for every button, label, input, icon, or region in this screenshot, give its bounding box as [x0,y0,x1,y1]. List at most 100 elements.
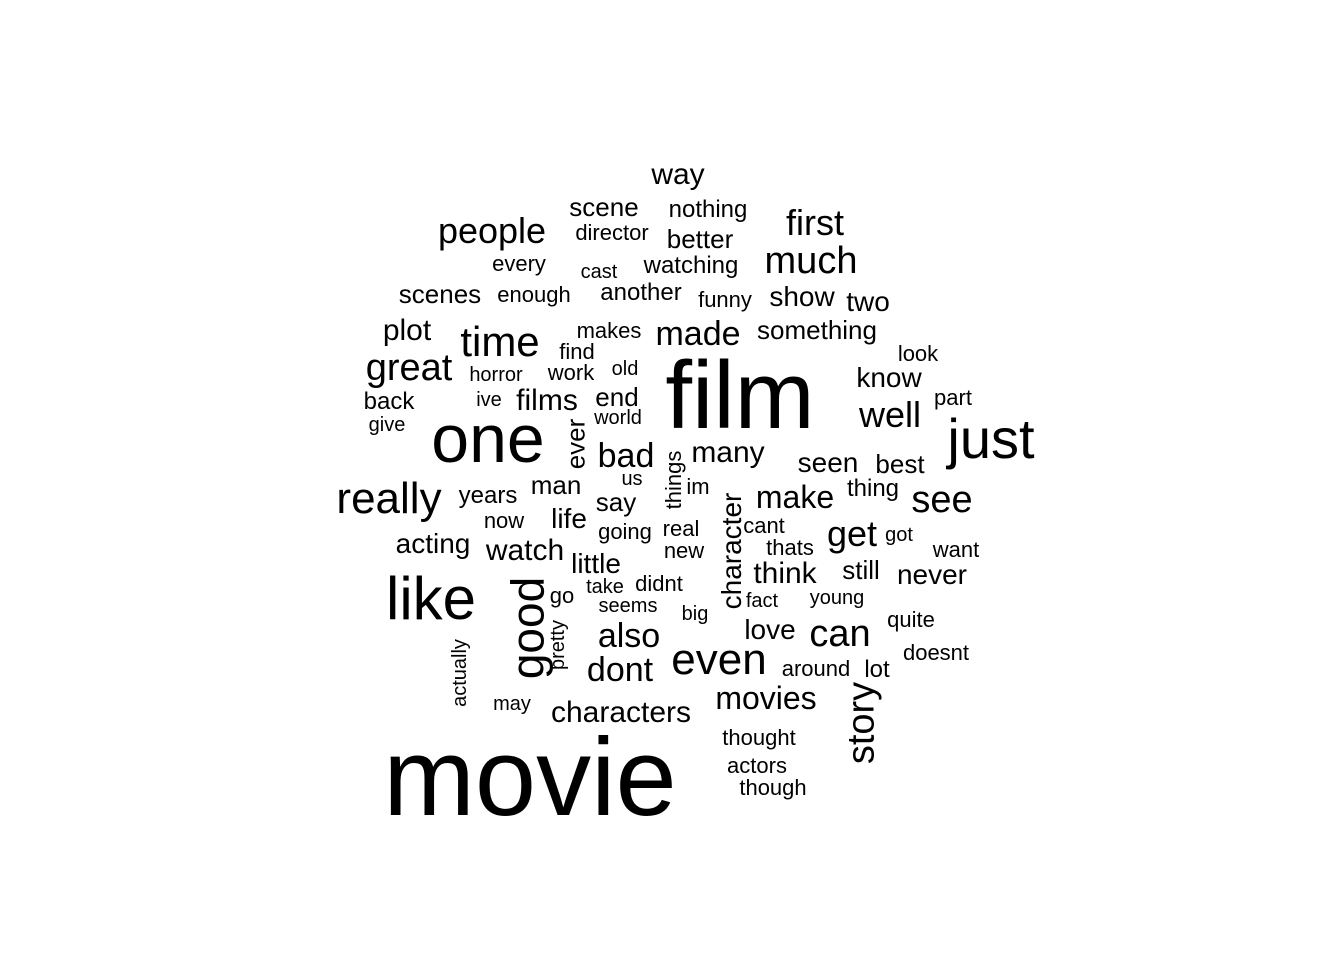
word-films: films [516,384,578,417]
word-back: back [364,388,416,415]
word-something: something [757,315,877,345]
word-even: even [671,635,766,684]
word-enough: enough [497,282,570,307]
word-made: made [655,315,740,353]
word-take: take [586,576,624,598]
word-two: two [846,286,890,317]
word-make: make [756,479,834,515]
word-know: know [856,362,922,393]
word-find: find [559,339,594,364]
word-scenes: scenes [399,279,481,309]
word-better: better [667,224,734,254]
word-never: never [897,559,967,590]
word-watching: watching [643,252,739,279]
word-real: real [663,516,700,541]
word-love: love [744,614,795,645]
word-now: now [484,508,524,533]
word-people: people [438,210,546,251]
word-every: every [492,251,546,276]
word-also: also [598,617,660,655]
word-world: world [593,407,642,429]
word-im: im [686,474,709,499]
word-way: way [650,158,704,191]
word-us: us [621,468,642,490]
word-makes: makes [577,318,642,343]
word-actors: actors [727,753,787,778]
word-going: going [598,519,652,544]
word-characters: characters [551,696,691,729]
word-many: many [691,436,764,469]
word-ive: ive [476,389,502,411]
word-big: big [682,603,709,625]
word-thought: thought [722,725,795,750]
word-funny: funny [698,287,752,312]
word-say: say [596,487,636,517]
word-bad: bad [598,437,655,475]
word-actually: actually [449,639,471,707]
word-ever: ever [560,418,590,469]
word-scene: scene [569,192,638,222]
word-film: film [665,342,814,449]
word-much: much [765,240,858,282]
word-seen: seen [798,447,859,478]
word-fact: fact [746,590,779,612]
word-think: think [753,557,817,590]
word-acting: acting [396,528,471,559]
word-plot: plot [383,314,432,347]
word-movies: movies [715,680,816,716]
word-thats: thats [766,535,814,560]
word-didnt: didnt [635,571,683,596]
word-things: things [661,451,686,510]
word-doesnt: doesnt [903,640,969,665]
word-seems: seems [599,595,658,617]
word-one: one [431,401,544,477]
word-old: old [612,358,639,380]
word-life: life [551,503,587,534]
word-best: best [875,449,925,479]
word-character: character [716,493,747,610]
word-may: may [493,693,531,715]
word-another: another [600,279,681,306]
word-young: young [810,587,865,609]
word-man: man [531,470,582,500]
word-new: new [664,538,704,563]
word-end: end [595,382,638,412]
word-lot: lot [864,656,890,683]
word-movie: movie [383,716,676,839]
word-like: like [386,565,476,632]
word-good: good [502,577,554,679]
word-nothing: nothing [669,196,748,223]
word-can: can [809,613,870,655]
word-give: give [369,414,406,436]
word-great: great [366,347,453,389]
word-time: time [460,318,539,365]
word-part: part [934,385,972,410]
word-pretty: pretty [547,620,569,670]
word-watch: watch [485,534,564,567]
word-quite: quite [887,607,935,632]
word-around: around [782,656,851,681]
word-dont: dont [587,651,654,689]
word-get: get [827,513,877,554]
word-well: well [858,394,921,435]
word-still: still [842,555,880,585]
word-go: go [550,583,574,608]
word-horror: horror [469,364,523,386]
word-want: want [932,537,979,562]
word-story: story [841,682,883,764]
word-little: little [571,548,621,579]
word-director: director [575,220,648,245]
word-first: first [786,202,844,243]
word-really: really [336,474,441,523]
word-got: got [885,524,913,546]
word-look: look [898,341,939,366]
word-see: see [911,479,972,521]
word-cant: cant [743,513,785,538]
word-cast: cast [581,261,618,283]
word-show: show [769,281,835,312]
word-thing: thing [847,475,899,502]
word-just: just [945,407,1035,470]
word-though: though [739,775,806,800]
word-years: years [459,482,518,509]
